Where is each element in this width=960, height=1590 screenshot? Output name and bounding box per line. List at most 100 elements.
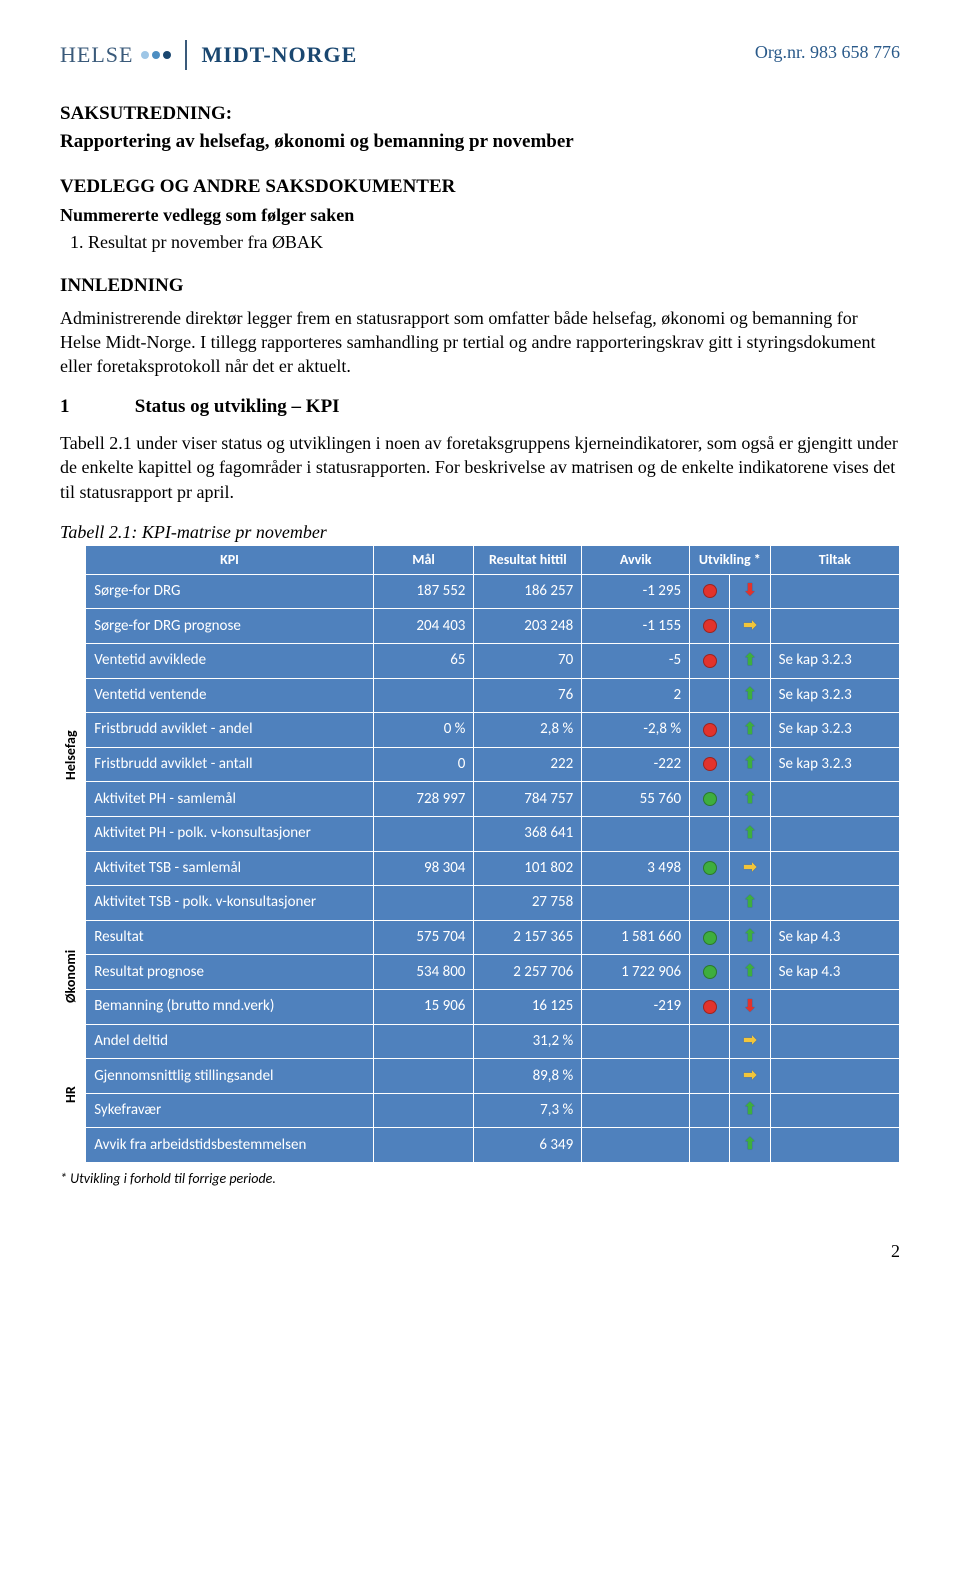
cell-mal: 98 304 — [373, 851, 474, 886]
group-label: Økonomi — [60, 925, 85, 1027]
cell-tiltak — [770, 1128, 899, 1163]
cell-status — [690, 678, 730, 713]
th-tiltak: Tiltak — [770, 546, 899, 575]
paragraph-intro: Administrerende direktør legger frem en … — [60, 306, 900, 379]
cell-kpi: Aktivitet TSB - samlemål — [86, 851, 374, 886]
cell-tiltak: Se kap 3.2.3 — [770, 713, 899, 748]
table-caption: Tabell 2.1: KPI-matrise pr november — [60, 520, 900, 545]
table-row: Andel deltid31,2 %➡ — [86, 1024, 900, 1059]
cell-status — [690, 782, 730, 817]
cell-avv — [582, 816, 690, 851]
cell-status — [690, 1059, 730, 1094]
org-number: Org.nr. 983 658 776 — [755, 40, 900, 65]
cell-kpi: Andel deltid — [86, 1024, 374, 1059]
cell-kpi: Gjennomsnittlig stillingsandel — [86, 1059, 374, 1094]
cell-kpi: Avvik fra arbeidstidsbestemmelsen — [86, 1128, 374, 1163]
section-title: Status og utvikling – KPI — [135, 396, 340, 417]
trend-up-icon: ⬆ — [743, 892, 756, 914]
table-row: Resultat575 7042 157 3651 581 660⬆Se kap… — [86, 920, 900, 955]
table-row: Sørge-for DRG187 552186 257-1 295⬇ — [86, 574, 900, 609]
cell-trend: ⬆ — [730, 955, 770, 990]
cell-res: 31,2 % — [474, 1024, 582, 1059]
cell-avv — [582, 886, 690, 921]
trend-up-icon: ⬆ — [743, 926, 756, 948]
paragraph-table-desc: Tabell 2.1 under viser status og utvikli… — [60, 431, 900, 504]
table-row: Aktivitet PH - samlemål728 997784 75755 … — [86, 782, 900, 817]
cell-status — [690, 851, 730, 886]
logo-dot-icon — [152, 51, 160, 59]
cell-avv — [582, 1024, 690, 1059]
trend-up-icon: ⬆ — [743, 719, 756, 741]
table-row: Sørge-for DRG prognose204 403203 248-1 1… — [86, 609, 900, 644]
cell-status — [690, 920, 730, 955]
kpi-table: KPI Mål Resultat hittil Avvik Utvikling … — [85, 545, 900, 1163]
table-row: Bemanning (brutto mnd.verk)15 90616 125-… — [86, 990, 900, 1025]
cell-mal: 728 997 — [373, 782, 474, 817]
table-row: Fristbrudd avviklet - antall0222-222⬆Se … — [86, 747, 900, 782]
cell-avv: -219 — [582, 990, 690, 1025]
cell-tiltak: Se kap 3.2.3 — [770, 747, 899, 782]
cell-res: 76 — [474, 678, 582, 713]
cell-mal — [373, 1093, 474, 1128]
kpi-table-head: KPI Mål Resultat hittil Avvik Utvikling … — [86, 546, 900, 575]
logo-text-right: MIDT-NORGE — [201, 40, 357, 71]
cell-trend: ⬆ — [730, 920, 770, 955]
cell-tiltak — [770, 886, 899, 921]
cell-res: 89,8 % — [474, 1059, 582, 1094]
cell-trend: ⬆ — [730, 886, 770, 921]
cell-mal: 204 403 — [373, 609, 474, 644]
status-red-icon — [703, 757, 717, 771]
page-header: HELSE MIDT-NORGE Org.nr. 983 658 776 — [60, 40, 900, 71]
cell-avv: 1 581 660 — [582, 920, 690, 955]
cell-kpi: Ventetid avviklede — [86, 643, 374, 678]
cell-tiltak — [770, 782, 899, 817]
cell-tiltak — [770, 816, 899, 851]
cell-avv — [582, 1093, 690, 1128]
table-row: Sykefravær 7,3 % ⬆ — [86, 1093, 900, 1128]
cell-avv: 3 498 — [582, 851, 690, 886]
cell-mal: 15 906 — [373, 990, 474, 1025]
cell-kpi: Sykefravær — [86, 1093, 374, 1128]
cell-trend: ⬆ — [730, 1128, 770, 1163]
trend-up-icon: ⬆ — [743, 1099, 756, 1121]
cell-res: 7,3 % — [474, 1093, 582, 1128]
cell-mal: 534 800 — [373, 955, 474, 990]
table-row: Aktivitet TSB - samlemål98 304101 8023 4… — [86, 851, 900, 886]
heading-innledning: INNLEDNING — [60, 273, 900, 300]
section-number: 1 — [60, 394, 130, 421]
status-red-icon — [703, 619, 717, 633]
cell-tiltak — [770, 990, 899, 1025]
cell-tiltak — [770, 1059, 899, 1094]
cell-avv: -2,8 % — [582, 713, 690, 748]
cell-res: 784 757 — [474, 782, 582, 817]
status-green-icon — [703, 965, 717, 979]
section-heading-1: 1 Status og utvikling – KPI — [60, 394, 900, 421]
cell-mal — [373, 1059, 474, 1094]
table-row: Aktivitet PH - polk. v-konsultasjoner368… — [86, 816, 900, 851]
cell-avv: -5 — [582, 643, 690, 678]
vedlegg-subheading: Nummererte vedlegg som følger saken — [60, 203, 900, 228]
logo-dot-icon — [163, 51, 171, 59]
cell-trend: ➡ — [730, 851, 770, 886]
cell-trend: ⬆ — [730, 678, 770, 713]
cell-kpi: Bemanning (brutto mnd.verk) — [86, 990, 374, 1025]
cell-avv: -1 155 — [582, 609, 690, 644]
table-row: Avvik fra arbeidstidsbestemmelsen6 349⬆ — [86, 1128, 900, 1163]
status-red-icon — [703, 1000, 717, 1014]
trend-up-icon: ⬆ — [743, 1134, 756, 1156]
cell-res: 101 802 — [474, 851, 582, 886]
cell-tiltak: Se kap 4.3 — [770, 955, 899, 990]
cell-trend: ➡ — [730, 609, 770, 644]
th-mal: Mål — [373, 546, 474, 575]
status-red-icon — [703, 723, 717, 737]
status-red-icon — [703, 584, 717, 598]
cell-tiltak: Se kap 3.2.3 — [770, 643, 899, 678]
cell-kpi: Fristbrudd avviklet - antall — [86, 747, 374, 782]
th-res: Resultat hittil — [474, 546, 582, 575]
th-kpi: KPI — [86, 546, 374, 575]
cell-trend: ⬆ — [730, 643, 770, 678]
cell-trend: ⬆ — [730, 816, 770, 851]
cell-res: 27 758 — [474, 886, 582, 921]
kpi-group-labels: HelsefagØkonomiHR — [60, 545, 85, 1163]
trend-side-icon: ➡ — [743, 857, 756, 879]
